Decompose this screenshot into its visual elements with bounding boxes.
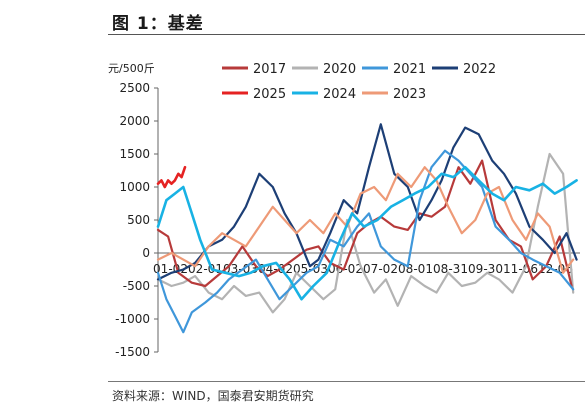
y-tick-label: 1500 xyxy=(119,147,150,161)
y-axis-unit-label: 元/500斤 xyxy=(108,62,155,75)
legend: 2017 2020 2021 2022 2025 2024 2023 xyxy=(222,62,496,102)
axes: 25002000150010005000-500-1000-150001-020… xyxy=(115,81,580,359)
series-line-2024 xyxy=(156,165,578,301)
series-layer xyxy=(156,123,578,334)
y-tick-label: 2000 xyxy=(119,114,150,128)
source-note: 资料来源：WIND，国泰君安期货研究 xyxy=(112,389,314,403)
y-tick-label: 0 xyxy=(142,246,150,260)
y-tick-label: -500 xyxy=(123,279,150,293)
title-rule xyxy=(108,34,585,35)
figure-title: 图 1：基差 xyxy=(112,14,204,34)
legend-label-2023: 2023 xyxy=(393,87,426,102)
series-line-2021 xyxy=(156,149,575,334)
source-rule xyxy=(108,381,585,382)
y-tick-label: 500 xyxy=(127,213,150,227)
series-line-2020 xyxy=(156,152,575,314)
legend-label-2021: 2021 xyxy=(393,62,426,77)
y-tick-label: 2500 xyxy=(119,81,150,95)
legend-label-2022: 2022 xyxy=(463,62,496,77)
y-tick-label: 1000 xyxy=(119,180,150,194)
legend-label-2020: 2020 xyxy=(323,62,356,77)
series-line-2025 xyxy=(156,165,187,189)
series-line-2022 xyxy=(156,123,578,281)
series-line-2023 xyxy=(156,166,575,274)
legend-label-2017: 2017 xyxy=(253,62,286,77)
legend-label-2025: 2025 xyxy=(253,87,286,102)
y-tick-label: -1000 xyxy=(115,312,150,326)
y-tick-label: -1500 xyxy=(115,345,150,359)
legend-label-2024: 2024 xyxy=(323,87,356,102)
